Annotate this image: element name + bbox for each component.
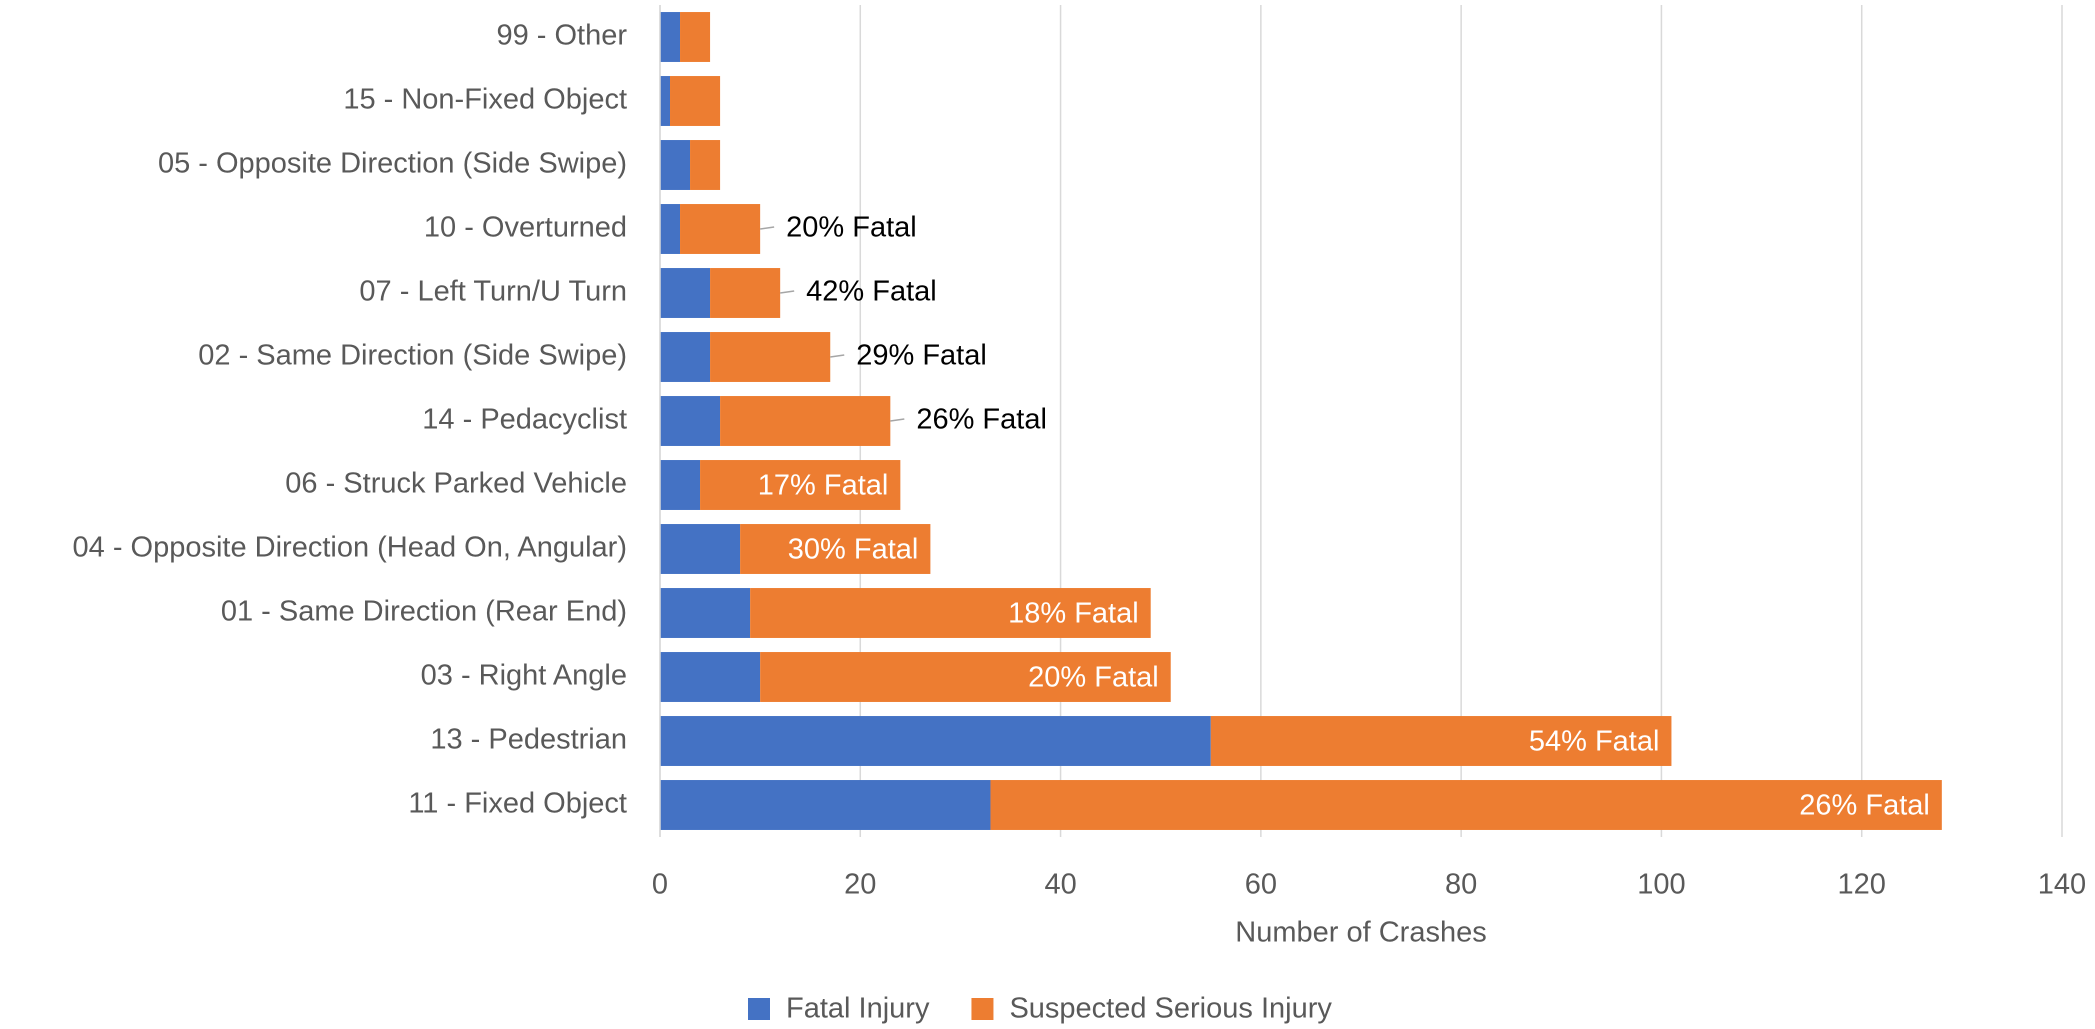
bar-segment xyxy=(680,12,711,62)
bar-annotation: 20% Fatal xyxy=(1028,662,1159,694)
bar-annotation: 26% Fatal xyxy=(1799,790,1930,822)
bar-segment xyxy=(660,652,761,702)
y-tick-label: 07 - Left Turn/U Turn xyxy=(359,276,627,308)
bar-annotation: 29% Fatal xyxy=(856,340,987,372)
bar-segment xyxy=(660,524,741,574)
x-tick-label: 140 xyxy=(2038,869,2086,901)
bar-annotation: 26% Fatal xyxy=(916,404,1047,436)
bar-segment xyxy=(660,332,711,382)
y-tick-label: 13 - Pedestrian xyxy=(430,724,627,756)
legend-swatch xyxy=(971,998,994,1020)
y-tick-label: 15 - Non-Fixed Object xyxy=(343,84,627,116)
bar-segment xyxy=(750,588,1151,638)
x-tick-label: 40 xyxy=(1044,869,1076,901)
bar-segment xyxy=(710,332,831,382)
y-tick-label: 06 - Struck Parked Vehicle xyxy=(285,468,627,500)
bar-segment xyxy=(690,140,721,190)
bar-segment xyxy=(660,588,751,638)
y-tick-label: 11 - Fixed Object xyxy=(408,788,627,820)
bar-segment xyxy=(990,780,1942,830)
bar-annotation: 18% Fatal xyxy=(1008,598,1139,630)
bar-segment xyxy=(1210,716,1672,766)
annotation-leader xyxy=(830,354,845,358)
bar-segment xyxy=(660,716,1211,766)
y-tick-label: 04 - Opposite Direction (Head On, Angula… xyxy=(73,532,628,564)
bar-segment xyxy=(660,76,671,126)
x-tick-label: 0 xyxy=(652,869,668,901)
bar-segment xyxy=(680,204,761,254)
bar-segment xyxy=(720,396,891,446)
bar-annotation: 20% Fatal xyxy=(786,212,917,244)
bar-annotation: 42% Fatal xyxy=(806,276,937,308)
x-tick-label: 120 xyxy=(1838,869,1886,901)
y-tick-label: 05 - Opposite Direction (Side Swipe) xyxy=(158,148,627,180)
annotation-leader xyxy=(890,418,905,422)
bar-annotation: 17% Fatal xyxy=(758,470,889,502)
x-axis-title: Number of Crashes xyxy=(1235,917,1486,949)
bar-segment xyxy=(660,12,681,62)
bar-segment xyxy=(710,268,781,318)
bar-segment xyxy=(660,460,701,510)
x-tick-label: 80 xyxy=(1445,869,1477,901)
bar-segment xyxy=(670,76,721,126)
bar-segment xyxy=(660,396,721,446)
y-tick-label: 02 - Same Direction (Side Swipe) xyxy=(198,340,627,372)
bar-segment xyxy=(760,652,1171,702)
bar-annotation: 30% Fatal xyxy=(788,534,919,566)
legend-label: Suspected Serious Injury xyxy=(1009,993,1332,1025)
bar-annotation: 54% Fatal xyxy=(1529,726,1660,758)
legend-label: Fatal Injury xyxy=(786,993,930,1025)
bar-segment xyxy=(660,204,681,254)
annotation-leader xyxy=(780,290,795,294)
y-tick-label: 10 - Overturned xyxy=(424,212,627,244)
y-tick-label: 03 - Right Angle xyxy=(421,660,627,692)
x-tick-label: 100 xyxy=(1637,869,1685,901)
bar-segment xyxy=(740,524,931,574)
y-tick-label: 01 - Same Direction (Rear End) xyxy=(221,596,627,628)
bar-segment xyxy=(660,268,711,318)
x-tick-label: 60 xyxy=(1245,869,1277,901)
bar-segment xyxy=(700,460,901,510)
y-tick-label: 99 - Other xyxy=(496,20,627,52)
x-tick-label: 20 xyxy=(844,869,876,901)
bar-segment xyxy=(660,140,691,190)
annotation-leader xyxy=(760,226,775,230)
bar-segment xyxy=(660,780,991,830)
legend-swatch xyxy=(748,998,770,1020)
y-tick-label: 14 - Pedacyclist xyxy=(422,404,627,436)
